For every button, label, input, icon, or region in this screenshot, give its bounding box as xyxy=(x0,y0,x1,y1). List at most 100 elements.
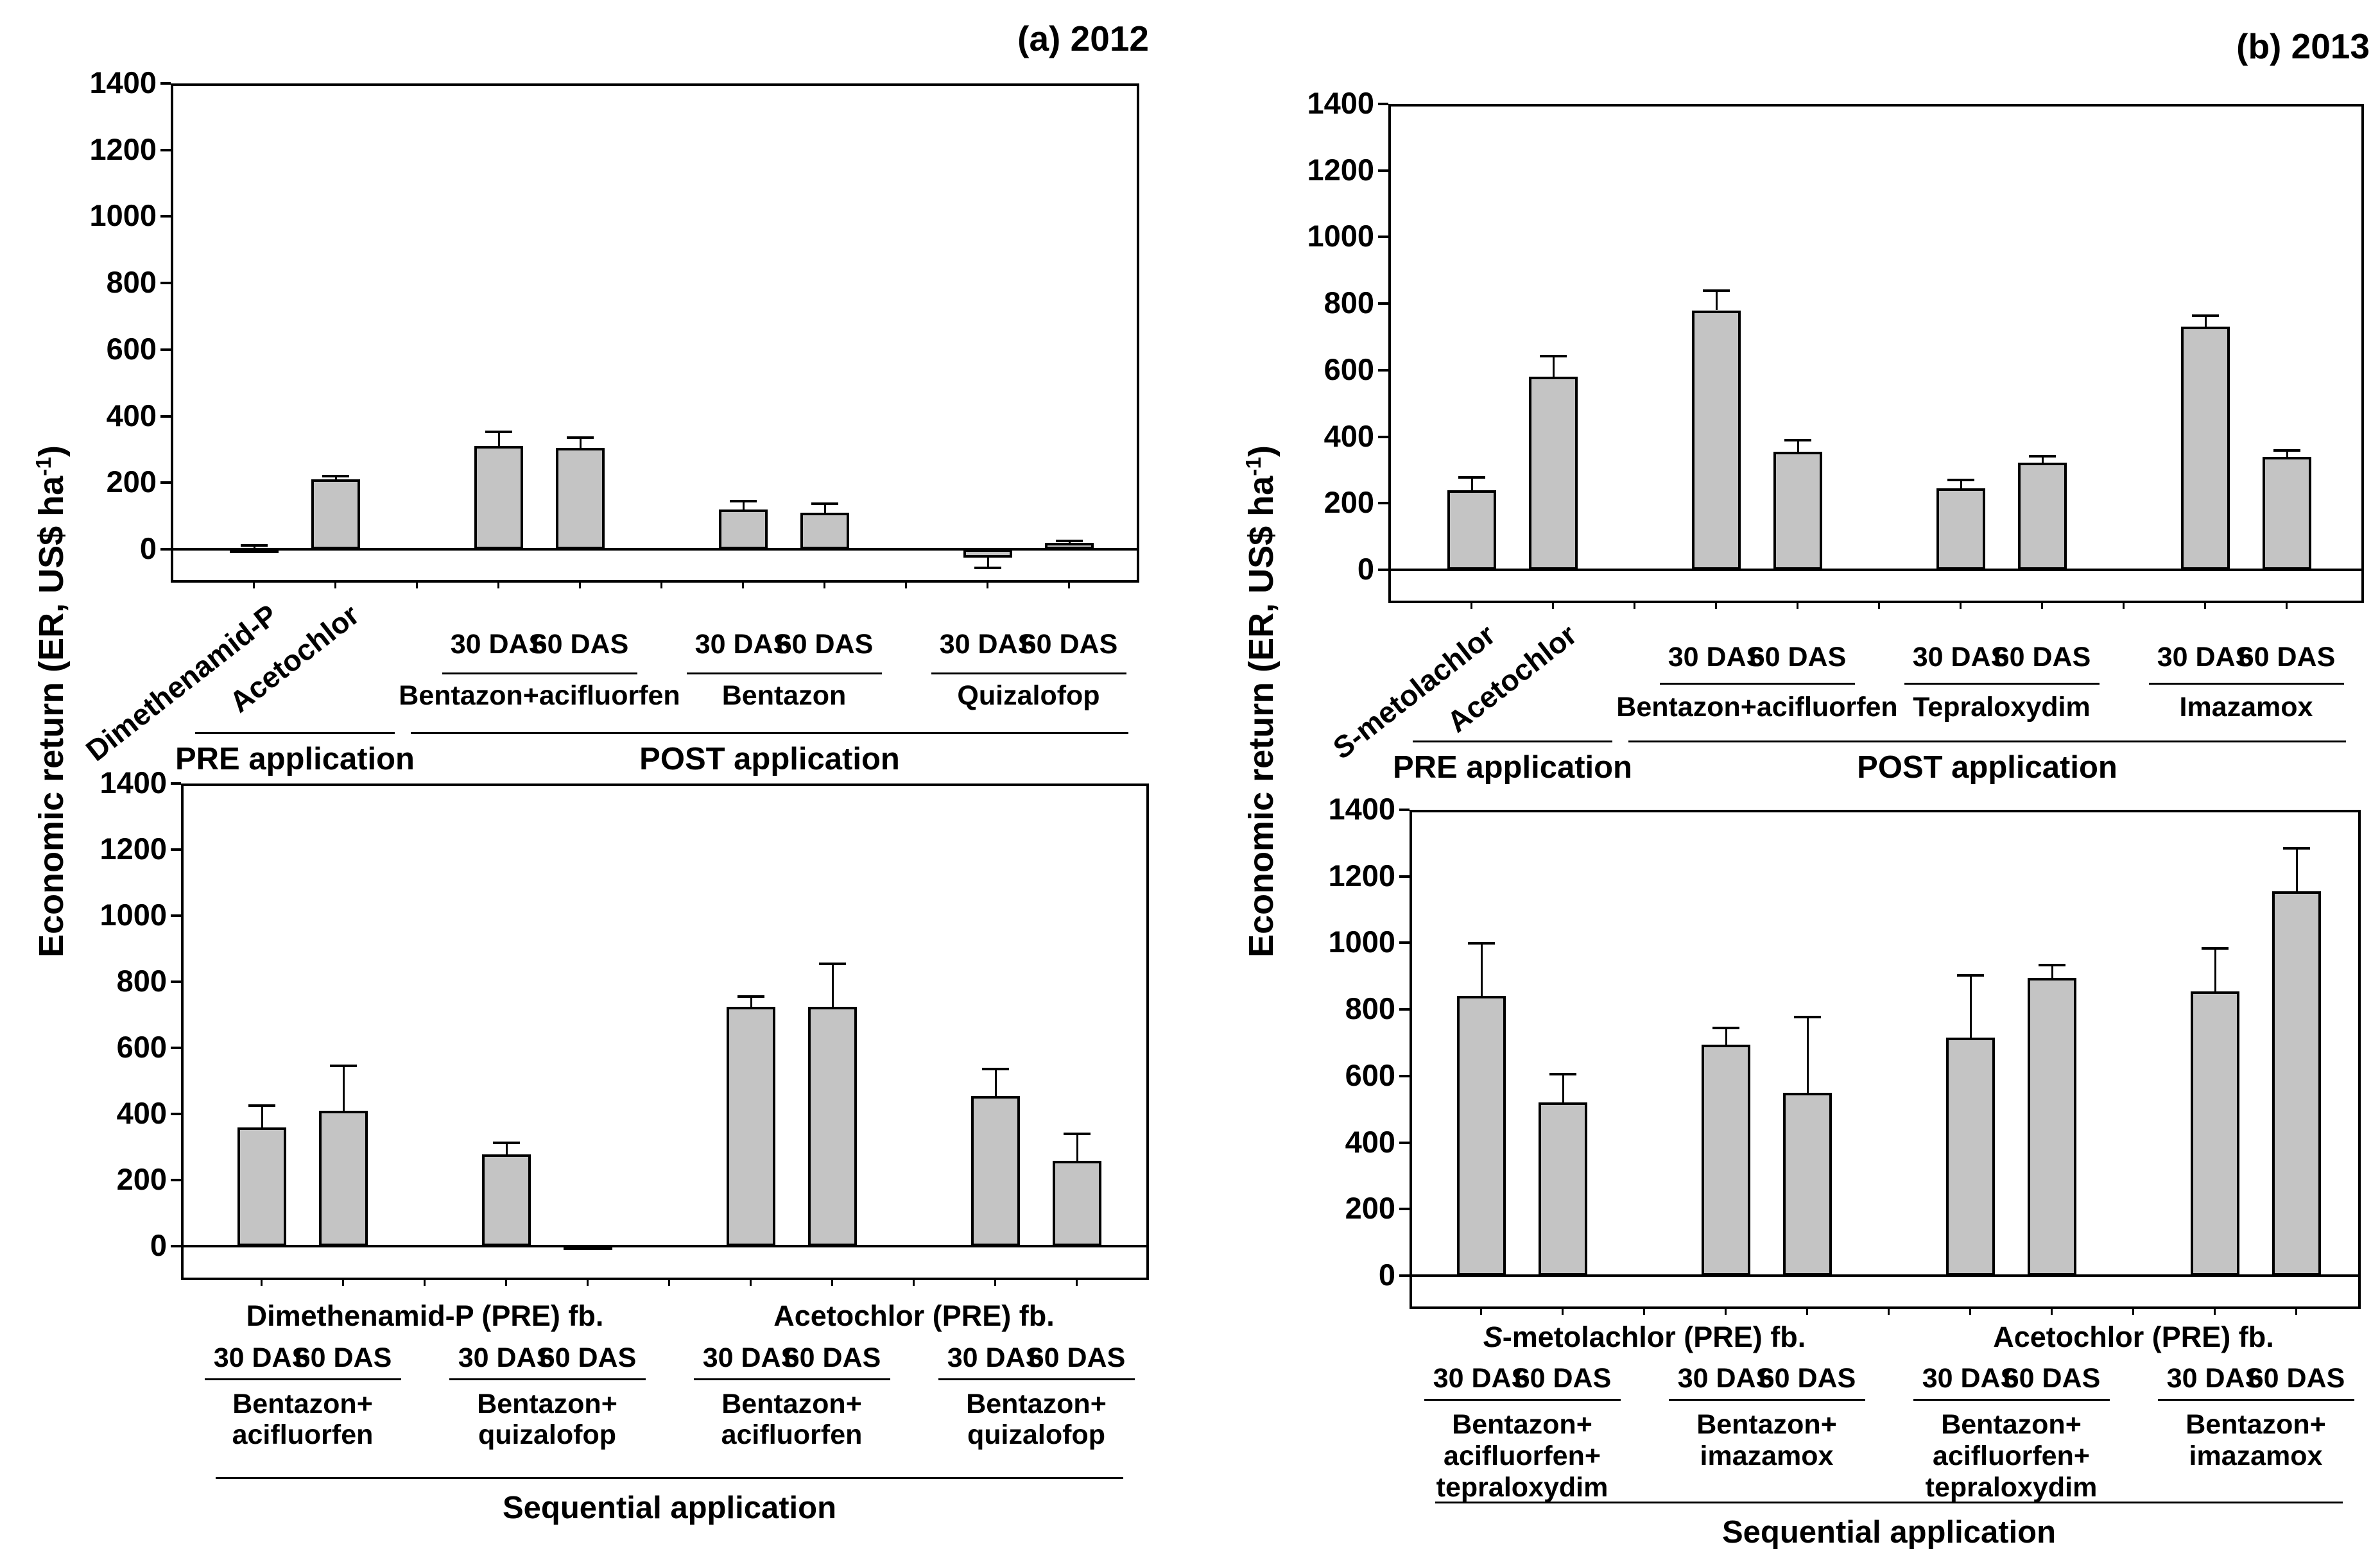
panel-title: (b) 2013 xyxy=(2236,26,2370,66)
group-underline xyxy=(1424,1399,1621,1401)
x-tick-label: 60 DAS xyxy=(784,1342,881,1373)
y-axis-tick xyxy=(1378,235,1388,239)
x-axis-tick xyxy=(2132,1308,2134,1315)
x-axis-tick xyxy=(2051,1308,2053,1315)
y-axis-tick xyxy=(1378,302,1388,305)
error-bar-cap xyxy=(322,474,349,477)
bar xyxy=(808,1006,857,1246)
y-axis-tick xyxy=(1399,1008,1410,1011)
y-axis-tick-label: 800 xyxy=(116,964,167,998)
panel-title: (a) 2012 xyxy=(1017,19,1149,58)
error-bar xyxy=(497,432,500,447)
y-axis-tick-label: 600 xyxy=(1345,1057,1395,1092)
treatment-label: imazamox xyxy=(2189,1441,2323,1471)
pre-herbicide-label: Dimethenamid-P (PRE) fb. xyxy=(246,1299,604,1332)
y-axis-tick-label: 400 xyxy=(116,1096,167,1130)
y-axis-tick-label: 0 xyxy=(1357,552,1374,586)
y-axis-tick xyxy=(1399,1074,1410,1077)
error-bar-cap xyxy=(1540,355,1567,358)
y-axis-tick xyxy=(1378,103,1388,105)
group-underline xyxy=(2148,683,2344,685)
y-axis-label-left: Economic return (ER, US$ ha-1) xyxy=(31,332,71,1070)
bar xyxy=(1936,488,1985,570)
bar xyxy=(1529,377,1578,570)
error-bar xyxy=(750,997,752,1007)
x-tick-label: 60 DAS xyxy=(1514,1363,1612,1394)
error-bar-cap xyxy=(1703,289,1730,293)
treatment-label: Bentazon+ xyxy=(721,1389,862,1419)
error-bar-cap xyxy=(1784,438,1811,441)
x-axis-tick xyxy=(742,581,744,588)
y-axis-tick-label: 0 xyxy=(150,1228,167,1262)
y-axis-tick xyxy=(160,148,171,151)
group-underline xyxy=(449,1378,646,1380)
error-bar-cap xyxy=(2273,449,2300,452)
x-tick-label: 60 DAS xyxy=(776,629,874,660)
y-axis-tick xyxy=(1399,941,1410,945)
error-bar xyxy=(1960,479,1962,488)
y-axis-tick-label: 1400 xyxy=(1328,792,1395,826)
y-axis-tick-label: 0 xyxy=(1378,1258,1395,1292)
x-axis-tick xyxy=(831,1279,833,1286)
bar xyxy=(1783,1092,1832,1276)
x-axis-tick xyxy=(668,1279,670,1286)
x-axis-tick xyxy=(1715,602,1717,609)
error-bar-cap xyxy=(2029,454,2056,458)
treatment-label: tepraloxydim xyxy=(1436,1472,1608,1503)
y-axis-tick-label: 400 xyxy=(1324,418,1374,453)
y-axis-tick xyxy=(160,282,171,285)
x-axis-tick xyxy=(1878,602,1880,609)
x-axis-tick xyxy=(505,1279,507,1286)
x-axis-tick xyxy=(1725,1308,1727,1315)
bar xyxy=(1692,310,1741,570)
treatment-label: quizalofop xyxy=(967,1419,1105,1450)
group-underline xyxy=(204,1378,401,1380)
x-axis-tick xyxy=(913,1279,915,1286)
error-bar xyxy=(1725,1027,1727,1045)
group-label: Bentazon+acifluorfen xyxy=(399,680,680,711)
treatment-label: Bentazon+ xyxy=(1696,1409,1837,1440)
x-tick-label: 60 DAS xyxy=(2248,1363,2345,1394)
error-bar-cap xyxy=(737,995,764,998)
error-bar-cap xyxy=(330,1065,357,1068)
section-label: POST application xyxy=(639,742,900,776)
bar xyxy=(963,549,1012,558)
error-bar-cap xyxy=(1957,973,1984,977)
y-axis-tick xyxy=(160,348,171,351)
error-bar-cap xyxy=(567,436,594,440)
group-label: Bentazon xyxy=(721,680,847,711)
x-axis-tick xyxy=(1643,1308,1645,1315)
bar xyxy=(1702,1044,1750,1276)
error-bar xyxy=(334,475,337,480)
error-bar xyxy=(994,1069,997,1096)
y-axis-tick xyxy=(1399,1141,1410,1144)
bar xyxy=(719,509,768,549)
y-axis-tick-label: 200 xyxy=(1345,1191,1395,1226)
x-axis-tick xyxy=(2286,602,2288,609)
pre-herbicide-label: Acetochlor (PRE) fb. xyxy=(773,1299,1055,1332)
error-bar-cap xyxy=(1549,1073,1576,1076)
x-tick-label: 30 DAS xyxy=(2157,642,2254,672)
y-axis-tick-label: 1200 xyxy=(89,132,157,166)
error-bar xyxy=(2295,848,2298,892)
pre-herbicide-label: Acetochlor (PRE) fb. xyxy=(1993,1321,2274,1353)
pre-herbicide-label: S-metolachlor (PRE) fb. xyxy=(1483,1321,1806,1353)
treatment-label: imazamox xyxy=(1700,1441,1834,1471)
y-axis-tick xyxy=(160,82,171,85)
section-underline xyxy=(1413,740,1612,742)
error-bar xyxy=(831,963,834,1007)
y-axis-tick-label: 1000 xyxy=(99,898,167,932)
x-axis-tick xyxy=(2204,602,2206,609)
group-underline xyxy=(938,1378,1135,1380)
x-axis-tick xyxy=(1797,602,1798,609)
x-tick-label: 30 DAS xyxy=(702,1342,800,1373)
x-axis-tick xyxy=(1969,1308,1971,1315)
y-axis-tick-label: 800 xyxy=(1345,991,1395,1026)
x-axis-tick xyxy=(1470,602,1472,609)
group-underline xyxy=(1659,683,1855,685)
bar xyxy=(564,1245,612,1251)
treatment-label: Bentazon+ xyxy=(2186,1409,2326,1440)
error-bar xyxy=(1480,943,1483,997)
x-axis-tick xyxy=(1634,602,1635,609)
